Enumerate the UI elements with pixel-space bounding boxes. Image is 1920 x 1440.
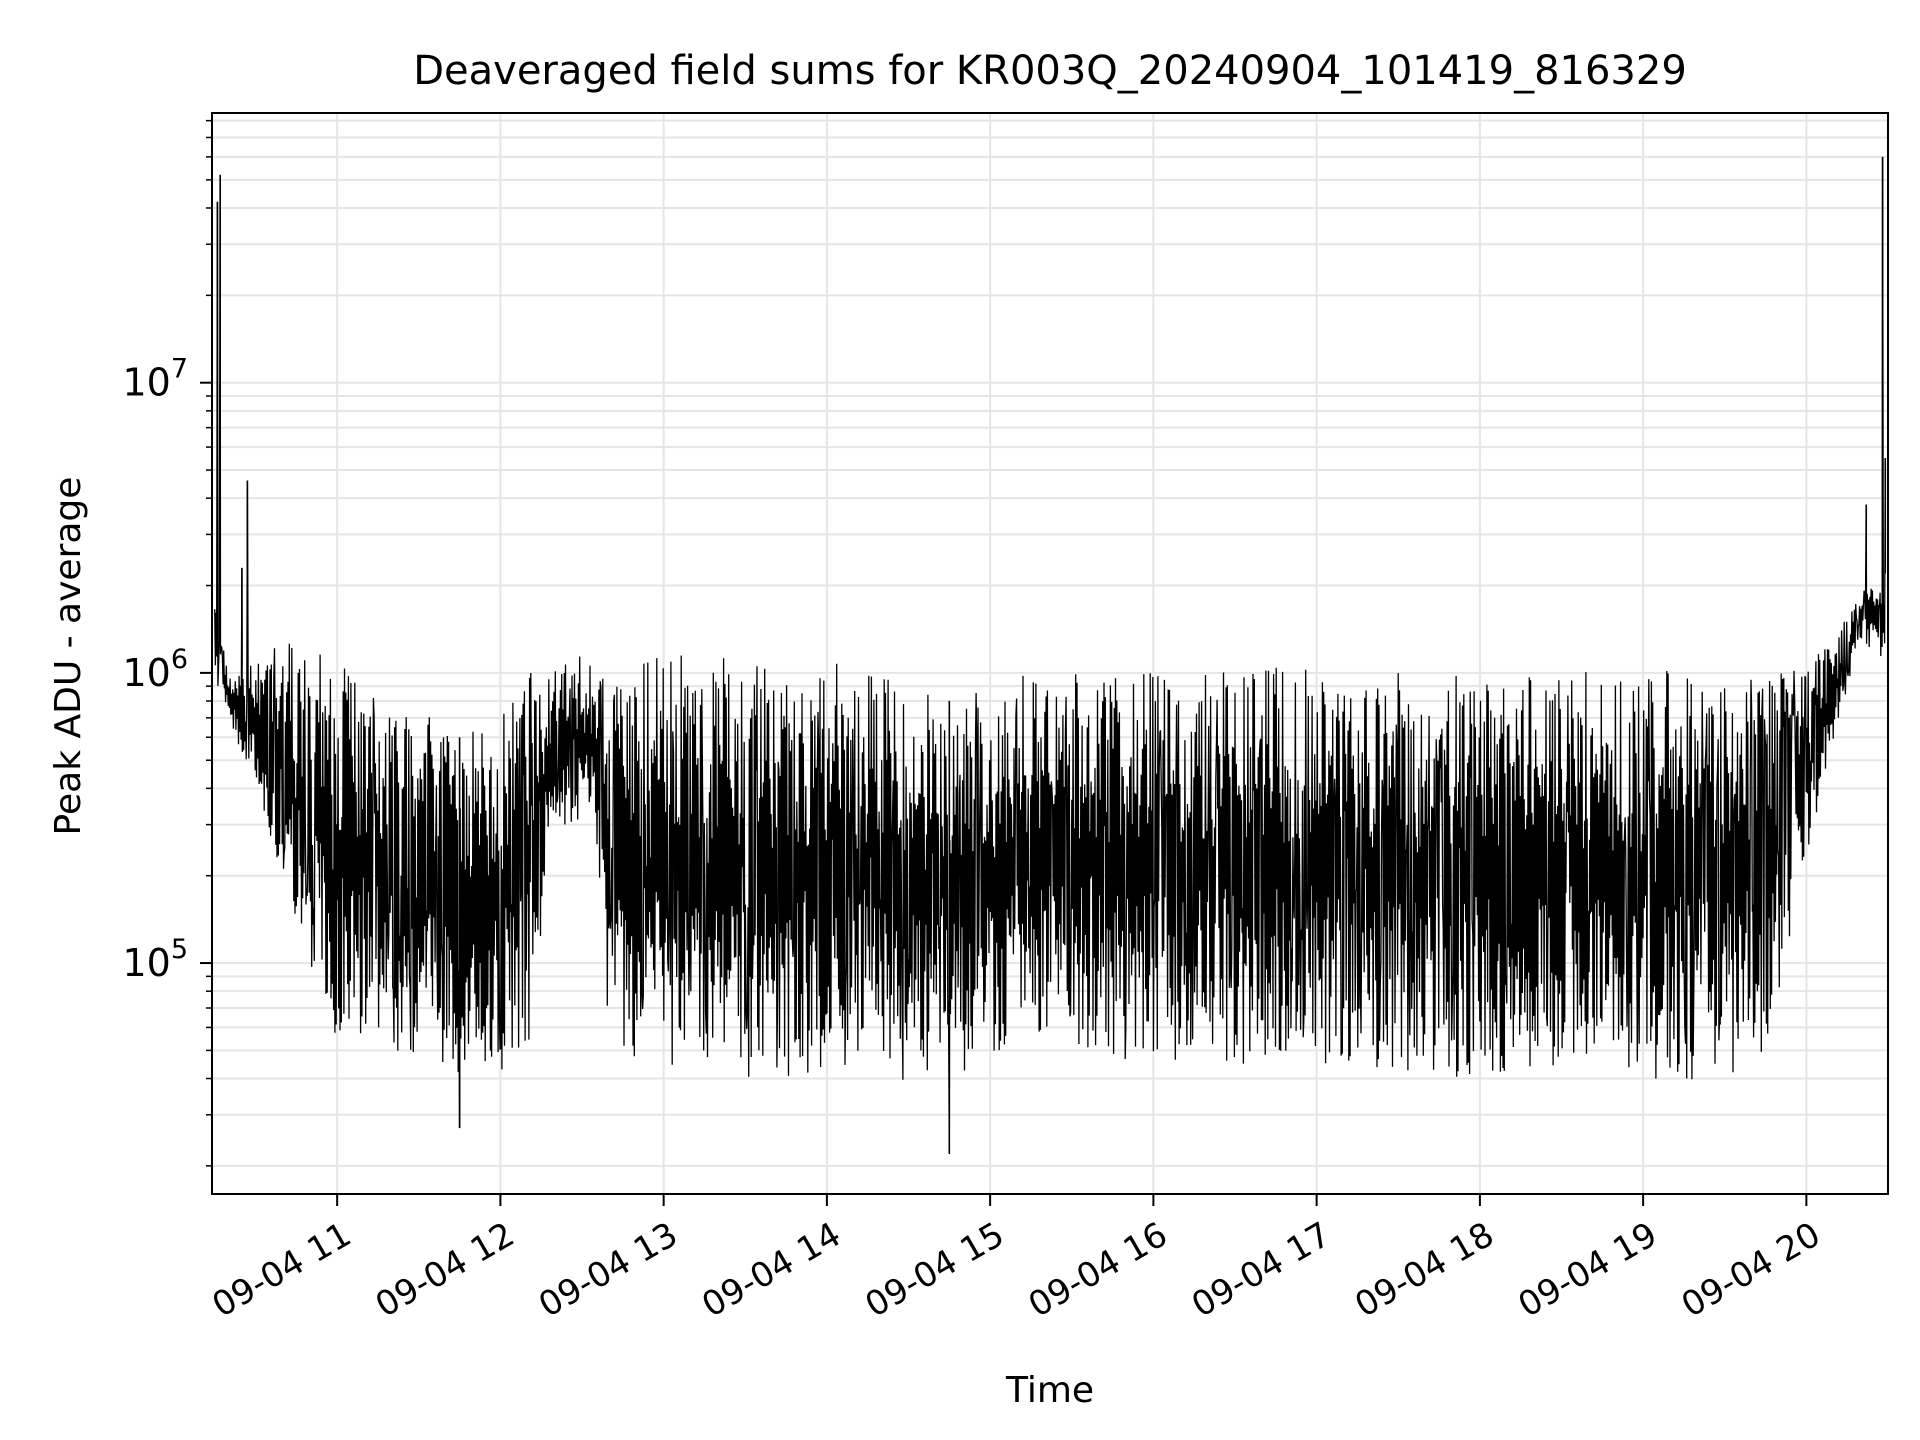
x-axis-label: Time — [1005, 1370, 1094, 1411]
y-axis-label: Peak ADU - average — [48, 477, 89, 836]
chart-title: Deaveraged field sums for KR003Q_2024090… — [413, 48, 1687, 94]
plot-frame — [211, 112, 1889, 1195]
series-line — [214, 156, 1886, 1154]
y-tick-base: 10 — [122, 941, 170, 985]
y-tick-base: 10 — [122, 651, 170, 695]
y-tick-label: 106 — [122, 644, 188, 695]
data-series — [214, 156, 1887, 1154]
y-tick-label: 105 — [122, 934, 188, 985]
y-tick-exponent: 7 — [171, 354, 188, 385]
y-tick-base: 10 — [122, 361, 170, 405]
y-tick-label: 107 — [122, 354, 188, 405]
y-tick-exponent: 5 — [171, 934, 188, 965]
y-tick-exponent: 6 — [171, 644, 188, 675]
